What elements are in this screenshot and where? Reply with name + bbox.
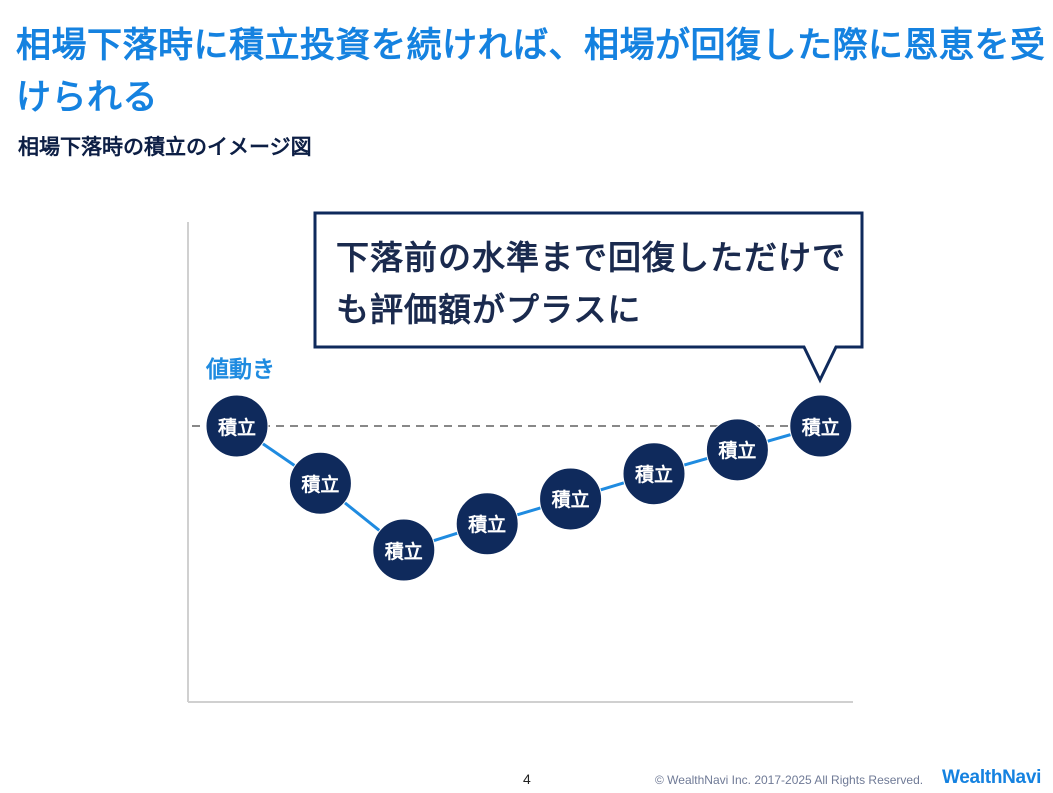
accumulation-node	[455, 492, 519, 556]
accumulation-node	[539, 467, 603, 531]
accumulation-node	[622, 442, 686, 506]
copyright: © WealthNavi Inc. 2017-2025 All Rights R…	[655, 773, 924, 787]
axis-label: 値動き	[206, 357, 275, 383]
accumulation-node	[288, 451, 352, 515]
accumulation-node-label: 積立	[634, 464, 673, 487]
accumulation-node	[705, 418, 769, 482]
accumulation-node-label: 積立	[384, 540, 423, 563]
slide-title: 相場下落時に積立投資を続ければ、相場が回復した際に恩恵を受けられる	[16, 26, 1046, 118]
page-number: 4	[523, 771, 531, 787]
callout-text: 下落前の水準まで回復しただけでも評価額がプラスに	[336, 238, 846, 329]
accumulation-node-label: 積立	[217, 416, 256, 439]
accumulation-node-label: 積立	[801, 416, 840, 439]
slide-subtitle: 相場下落時の積立のイメージ図	[18, 135, 312, 159]
accumulation-node-label: 積立	[468, 514, 507, 537]
accumulation-node	[372, 518, 436, 582]
accumulation-node	[205, 394, 269, 458]
callout-bubble	[313, 211, 864, 384]
accumulation-node	[789, 394, 853, 458]
wealthnavi-logo: WealthNavi	[942, 767, 1042, 788]
accumulation-node-label: 積立	[718, 440, 757, 463]
accumulation-node-label: 積立	[551, 489, 590, 512]
accumulation-node-label: 積立	[301, 473, 340, 496]
